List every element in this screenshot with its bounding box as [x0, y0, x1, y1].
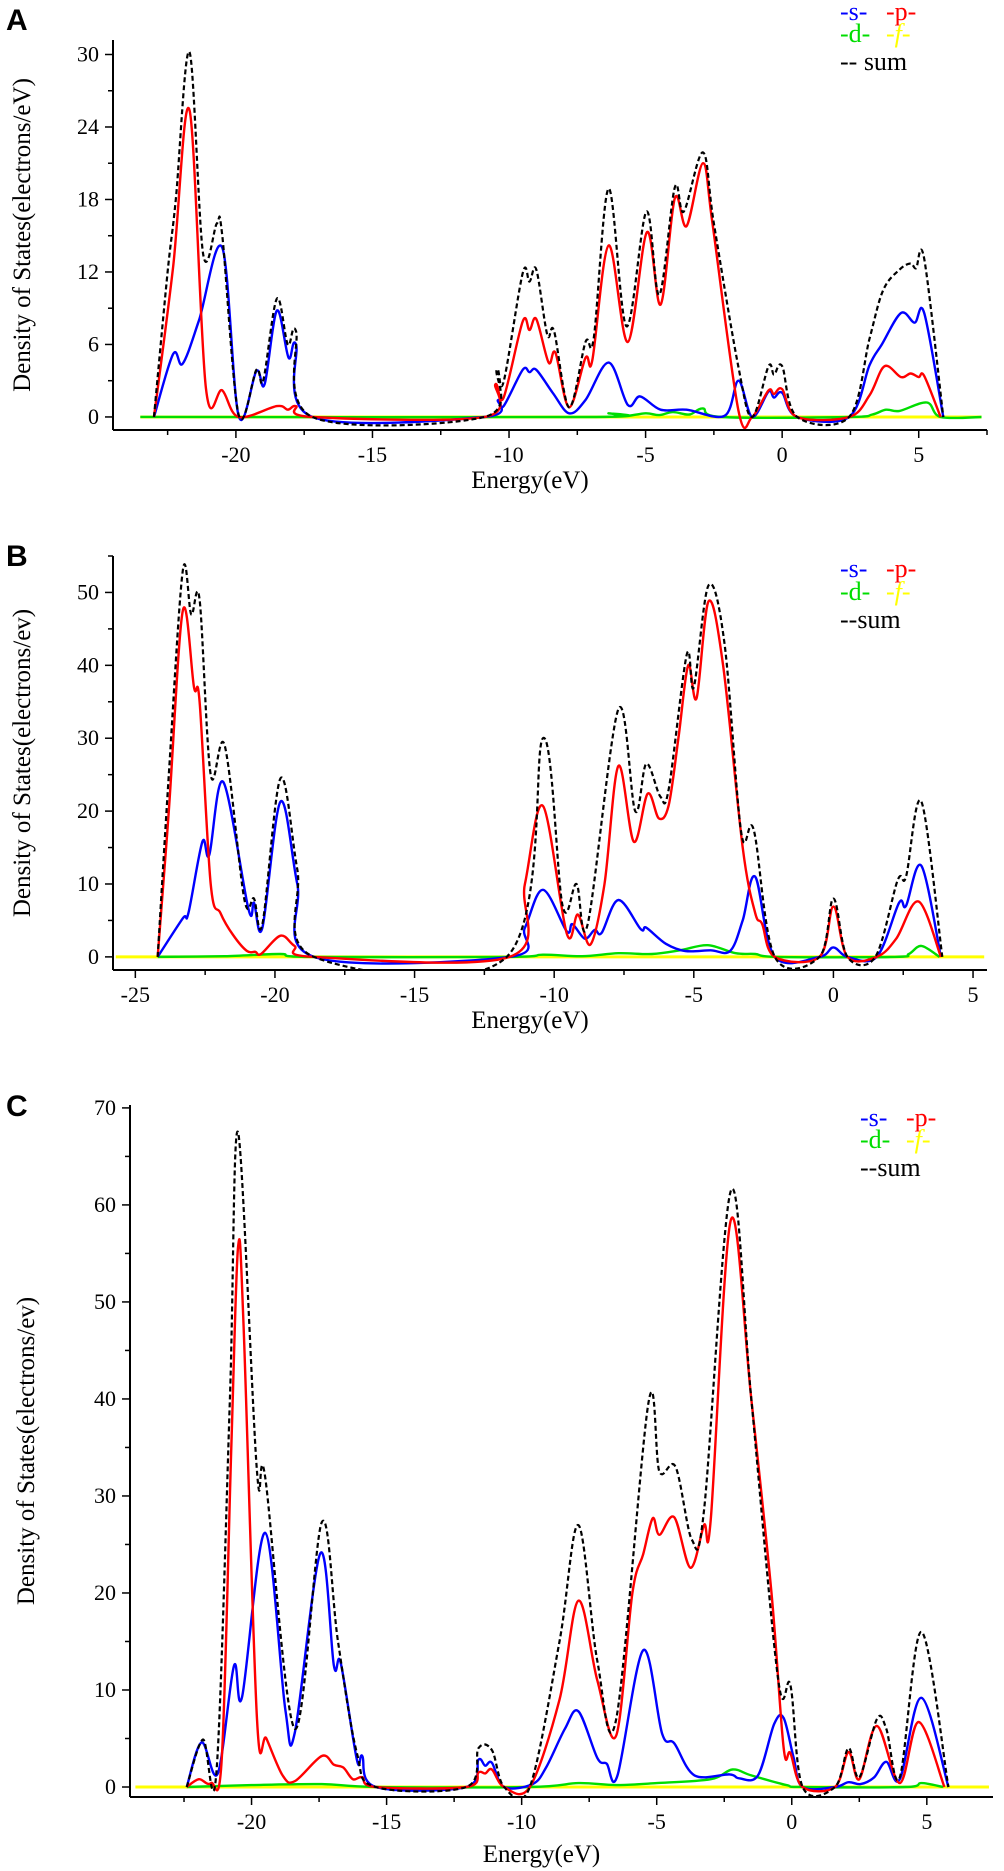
y-tick-label: 6: [88, 331, 99, 356]
panel-b: B-25 -20 -15 -10 -5 0 501020304050Energy(eV)De…: [6, 540, 987, 1034]
panel-a: A -20 -15 -10 -5 0 5 0 6 12 18 24 30 Energy(eV) Densit…: [6, 0, 988, 494]
series-p-line: [156, 599, 943, 964]
x-tick-label: -20: [237, 1809, 266, 1834]
y-tick-label: 50: [77, 579, 99, 604]
y-tick-label: 20: [77, 798, 99, 823]
series-p-line: [186, 1216, 946, 1796]
x-tick-label: -10: [494, 442, 523, 467]
x-tick-label: -15: [400, 982, 429, 1007]
y-tick-label: 50: [94, 1289, 116, 1314]
x-tick-label: -15: [358, 442, 387, 467]
y-tick-label: 30: [77, 725, 99, 750]
x-tick-label: -5: [685, 982, 703, 1007]
x-tick-label: -25: [121, 982, 150, 1007]
y-tick-label: 10: [77, 871, 99, 896]
y-tick-label: 10: [94, 1677, 116, 1702]
x-tick-label: -20: [221, 442, 250, 467]
x-tick-label: 5: [913, 442, 924, 467]
x-tick-label: 5: [921, 1809, 932, 1834]
legend-f: -f-: [886, 577, 911, 606]
x-tick-label: 0: [786, 1809, 797, 1834]
series-p-line: [152, 106, 942, 430]
x-axis-title: Energy(eV): [471, 467, 589, 494]
x-tick-label: 0: [828, 982, 839, 1007]
y-tick-label: 70: [94, 1095, 116, 1120]
series-s-line: [152, 244, 945, 425]
legend: -s- -p- -d- -f---sum: [840, 554, 916, 634]
y-tick-label: 60: [94, 1192, 116, 1217]
y-tick-label: 18: [77, 186, 99, 211]
legend-sum: -- sum: [840, 47, 907, 76]
series-sum-line: [152, 50, 945, 427]
legend: -s- -p- -d- -f---sum: [860, 1103, 936, 1182]
x-tick-label: -10: [540, 982, 569, 1007]
legend-s: -s-: [840, 0, 867, 26]
series-sum-line: [185, 1130, 950, 1797]
panel-c: C-20 -15 -10 -5 0 5010203040506070Energy(eV)D…: [6, 1090, 993, 1868]
legend-s: -s-: [840, 554, 867, 583]
legend-d: -d-: [860, 1125, 890, 1154]
series-d-line: [186, 1768, 944, 1789]
x-tick-label: -15: [372, 1809, 401, 1834]
y-tick-label: 30: [94, 1483, 116, 1508]
series-group: [140, 50, 982, 430]
x-tick-label: -5: [636, 442, 654, 467]
legend-p: -p-: [886, 554, 916, 583]
y-axis-title: Density of States(electrons/ev): [13, 1297, 40, 1605]
y-tick-label: 12: [77, 259, 99, 284]
legend-s: -s-: [860, 1103, 887, 1132]
x-axis-title: Energy(eV): [483, 1841, 601, 1868]
x-tick-label: -5: [648, 1809, 666, 1834]
panel-letter: B: [6, 540, 28, 573]
y-tick-label: 0: [88, 944, 99, 969]
y-tick-label: 40: [94, 1386, 116, 1411]
panel-letter: A: [6, 4, 28, 37]
y-tick-label: 20: [94, 1580, 116, 1605]
y-axis-title: Density of States(electrons/eV): [9, 78, 36, 392]
legend-p: -p-: [906, 1103, 936, 1132]
y-tick-label: 0: [88, 404, 99, 429]
legend-sum: --sum: [840, 605, 901, 634]
x-tick-label: 5: [968, 982, 979, 1007]
y-tick-label: 40: [77, 652, 99, 677]
series-group: [135, 1130, 989, 1797]
legend-d: -d-: [840, 577, 870, 606]
y-tick-label: 30: [77, 41, 99, 66]
legend: -s- -p- -d- -f--- sum: [840, 0, 916, 76]
y-tick-label: 24: [77, 114, 99, 139]
legend-f: -f-: [886, 19, 911, 48]
legend-d: -d-: [840, 19, 870, 48]
panel-letter: C: [6, 1090, 28, 1123]
series-sum-line: [156, 563, 944, 970]
x-tick-label: -20: [260, 982, 289, 1007]
legend-f: -f-: [906, 1125, 931, 1154]
legend-p: -p-: [886, 0, 916, 26]
x-tick-label: -10: [507, 1809, 536, 1834]
x-axis-title: Energy(eV): [471, 1007, 589, 1034]
y-tick-label: 0: [105, 1774, 116, 1799]
x-tick-label: 0: [777, 442, 788, 467]
series-d-line: [140, 401, 982, 420]
series-group: [115, 563, 985, 970]
legend-sum: --sum: [860, 1153, 921, 1182]
y-axis-title: Density of States(electrons/ev): [9, 609, 36, 917]
